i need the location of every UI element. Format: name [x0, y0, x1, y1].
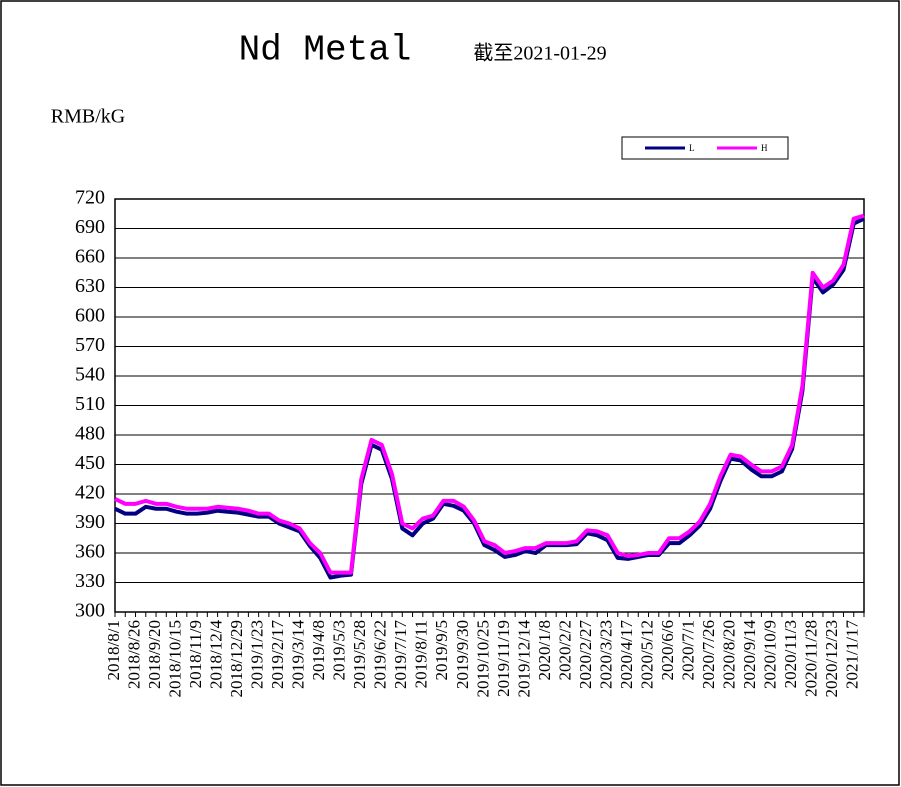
- x-tick-label: 2020/1/8: [535, 620, 554, 680]
- x-tick-label: 2019/9/30: [453, 620, 472, 689]
- x-tick-label: 2018/9/20: [145, 620, 164, 689]
- legend-label: H: [761, 143, 768, 153]
- x-tick-label: 2020/2/27: [576, 620, 595, 689]
- y-tick-label: 510: [75, 393, 105, 415]
- series-line: [114, 213, 865, 575]
- x-tick-label: 2019/9/5: [432, 620, 451, 680]
- y-tick-label: 540: [75, 364, 105, 386]
- x-tick-label: 2019/8/11: [412, 620, 431, 688]
- x-tick-label: 2018/11/9: [186, 620, 205, 688]
- x-tick-label: 2020/12/23: [822, 620, 841, 697]
- x-tick-label: 2018/12/29: [227, 620, 246, 697]
- x-tick-label: 2020/10/9: [761, 620, 780, 689]
- y-tick-label: 630: [75, 275, 105, 297]
- series-line: [114, 216, 865, 580]
- x-tick-label: 2018/8/26: [124, 620, 143, 689]
- y-tick-label: 720: [75, 187, 105, 209]
- x-tick-label: 2020/2/2: [555, 620, 574, 680]
- legend-label: L: [689, 143, 695, 153]
- y-axis-label: RMB/kG: [51, 106, 125, 128]
- y-tick-label: 420: [75, 482, 105, 504]
- y-tick-label: 480: [75, 423, 105, 445]
- x-tick-label: 2020/8/20: [720, 620, 739, 689]
- y-tick-label: 300: [75, 600, 105, 622]
- x-tick-label: 2019/10/25: [473, 620, 492, 697]
- x-tick-label: 2019/12/14: [514, 620, 533, 698]
- y-tick-label: 570: [75, 334, 105, 356]
- x-tick-label: 2020/9/14: [740, 620, 759, 689]
- x-tick-label: 2019/3/14: [289, 620, 308, 689]
- chart-subtitle: 截至2021-01-29: [473, 42, 606, 65]
- x-tick-label: 2021/1/17: [843, 620, 862, 689]
- x-tick-label: 2020/6/6: [658, 620, 677, 680]
- y-tick-label: 390: [75, 511, 105, 533]
- x-tick-label: 2018/8/1: [104, 620, 123, 680]
- x-tick-label: 2019/11/19: [494, 620, 513, 697]
- y-tick-label: 600: [75, 305, 105, 327]
- x-tick-label: 2020/4/17: [617, 620, 636, 689]
- x-tick-label: 2019/4/8: [309, 620, 328, 680]
- x-tick-label: 2019/7/17: [391, 620, 410, 689]
- legend-box: [621, 136, 789, 160]
- y-tick-label: 330: [75, 570, 105, 592]
- x-tick-label: 2019/5/3: [330, 620, 349, 680]
- y-tick-label: 690: [75, 216, 105, 238]
- x-tick-label: 2020/11/28: [802, 620, 821, 697]
- x-tick-label: 2019/2/17: [268, 620, 287, 689]
- y-tick-label: 360: [75, 541, 105, 563]
- y-tick-label: 450: [75, 452, 105, 474]
- x-tick-label: 2018/12/4: [207, 620, 226, 689]
- x-tick-label: 2020/7/26: [699, 620, 718, 689]
- x-tick-label: 2020/3/23: [596, 620, 615, 689]
- x-tick-label: 2020/5/12: [637, 620, 656, 689]
- x-tick-label: 2020/11/3: [781, 620, 800, 688]
- x-tick-label: 2019/1/23: [248, 620, 267, 689]
- x-tick-label: 2018/10/15: [165, 620, 184, 697]
- x-tick-label: 2019/6/22: [371, 620, 390, 689]
- x-tick-label: 2020/7/1: [678, 620, 697, 680]
- y-tick-label: 660: [75, 246, 105, 268]
- x-tick-label: 2019/5/28: [350, 620, 369, 689]
- chart-title: Nd Metal: [239, 30, 412, 71]
